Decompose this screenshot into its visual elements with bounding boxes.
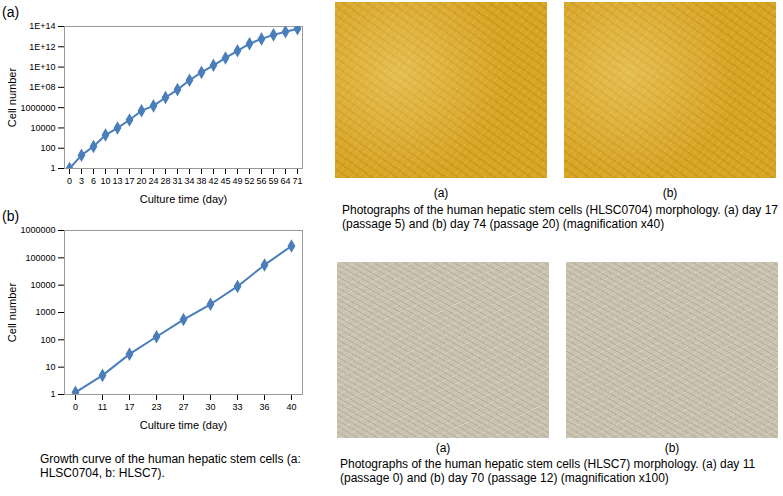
svg-text:11: 11	[98, 402, 107, 412]
svg-text:100: 100	[40, 143, 55, 153]
html-text:(a): (a)	[2, 4, 20, 20]
html-text:Photographs of the human hepat: Photographs of the human hepatic stem ce…	[340, 457, 756, 485]
svg-text:10000: 10000	[30, 123, 55, 133]
svg-text:71: 71	[292, 176, 302, 186]
svg-text:1000000: 1000000	[20, 225, 55, 235]
svg-text:1E+08: 1E+08	[29, 82, 55, 92]
svg-text:23: 23	[151, 402, 161, 412]
svg-text:10: 10	[100, 176, 110, 186]
svg-text:Cell number: Cell number	[6, 68, 18, 128]
svg-text:56: 56	[256, 176, 266, 186]
svg-text:24: 24	[148, 176, 158, 186]
svg-text:Cell number: Cell number	[6, 283, 18, 343]
svg-text:33: 33	[232, 402, 242, 412]
svg-text:0: 0	[67, 176, 72, 186]
svg-text:30: 30	[205, 402, 215, 412]
svg-text:1: 1	[50, 389, 55, 399]
html-text:(b): (b)	[662, 186, 678, 200]
svg-text:17: 17	[124, 402, 134, 412]
html-text:(b): (b)	[664, 441, 680, 455]
svg-text:1E+12: 1E+12	[29, 42, 55, 52]
svg-text:1E+14: 1E+14	[29, 21, 55, 31]
svg-text:20: 20	[136, 176, 146, 186]
svg-text:28: 28	[160, 176, 170, 186]
svg-text:52: 52	[244, 176, 254, 186]
svg-text:59: 59	[268, 176, 278, 186]
html-text:(b): (b)	[2, 208, 20, 224]
svg-text:17: 17	[124, 176, 134, 186]
svg-text:45: 45	[220, 176, 230, 186]
svg-text:1000: 1000	[35, 307, 55, 317]
svg-text:36: 36	[259, 402, 269, 412]
svg-text:3: 3	[79, 176, 84, 186]
svg-text:38: 38	[196, 176, 206, 186]
svg-text:42: 42	[208, 176, 218, 186]
svg-text:100: 100	[40, 335, 55, 345]
svg-text:40: 40	[286, 402, 296, 412]
svg-text:10000: 10000	[30, 280, 55, 290]
svg-text:27: 27	[178, 402, 188, 412]
svg-text:Culture time (day): Culture time (day)	[140, 419, 227, 431]
svg-text:10: 10	[45, 362, 55, 372]
svg-text:Culture time (day): Culture time (day)	[140, 193, 227, 205]
html-text:(a): (a)	[433, 186, 449, 200]
svg-text:64: 64	[280, 176, 290, 186]
svg-text:13: 13	[112, 176, 122, 186]
html-text:Growth curve of the human hepa: Growth curve of the human hepatic stem c…	[40, 452, 301, 480]
svg-text:1E+10: 1E+10	[29, 62, 55, 72]
html-text:(a): (a)	[435, 441, 451, 455]
svg-text:49: 49	[232, 176, 242, 186]
svg-text:0: 0	[73, 402, 78, 412]
svg-text:1000000: 1000000	[20, 103, 55, 113]
html-text:Photographs of the human hepat: Photographs of the human hepatic stem ce…	[342, 203, 778, 231]
svg-text:6: 6	[91, 176, 96, 186]
svg-text:31: 31	[172, 176, 182, 186]
svg-text:1: 1	[50, 163, 55, 173]
svg-text:100000: 100000	[25, 253, 55, 263]
svg-text:34: 34	[184, 176, 194, 186]
